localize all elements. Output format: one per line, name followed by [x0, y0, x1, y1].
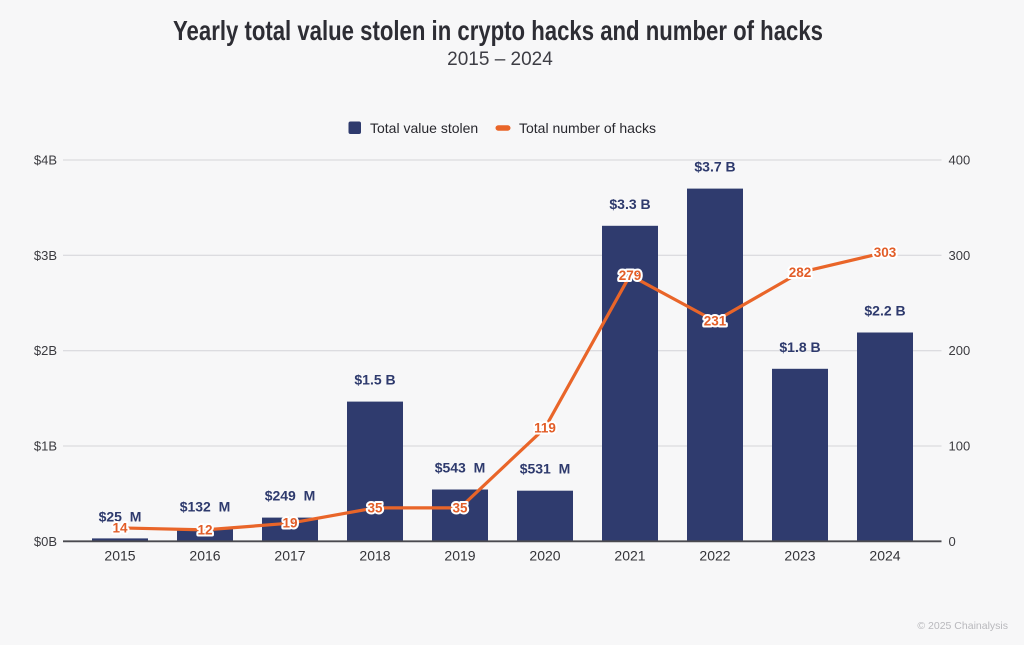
svg-text:$25 M: $25 M: [99, 508, 142, 524]
svg-text:$0B: $0B: [34, 534, 57, 549]
svg-text:119: 119: [534, 420, 556, 435]
svg-text:$3B: $3B: [34, 248, 57, 263]
svg-text:2022: 2022: [699, 548, 730, 564]
svg-text:19: 19: [282, 516, 297, 531]
svg-text:$132 M: $132 M: [180, 499, 231, 515]
svg-text:$3.7 B: $3.7 B: [694, 159, 735, 175]
svg-text:2024: 2024: [869, 548, 900, 564]
svg-text:$1.8 B: $1.8 B: [779, 339, 820, 355]
svg-text:$531 M: $531 M: [520, 461, 571, 477]
svg-text:0: 0: [949, 534, 956, 549]
svg-text:2015 – 2024: 2015 – 2024: [447, 49, 553, 70]
svg-text:400: 400: [949, 153, 971, 168]
svg-text:$3.3 B: $3.3 B: [609, 196, 650, 212]
svg-text:$249 M: $249 M: [265, 488, 316, 504]
svg-text:100: 100: [949, 439, 971, 454]
svg-text:200: 200: [949, 343, 971, 358]
svg-text:279: 279: [619, 268, 642, 283]
svg-text:2021: 2021: [614, 548, 645, 564]
svg-text:14: 14: [112, 520, 128, 535]
svg-text:© 2025 Chainalysis: © 2025 Chainalysis: [917, 620, 1008, 632]
svg-text:$1.5 B: $1.5 B: [354, 372, 395, 388]
svg-text:2020: 2020: [529, 548, 560, 564]
svg-text:2015: 2015: [104, 548, 135, 564]
svg-text:Yearly total value stolen in c: Yearly total value stolen in crypto hack…: [173, 15, 823, 46]
svg-text:2019: 2019: [444, 548, 475, 564]
svg-text:300: 300: [949, 248, 971, 263]
svg-text:35: 35: [452, 500, 468, 515]
svg-text:2016: 2016: [189, 548, 220, 564]
svg-text:$2.2 B: $2.2 B: [864, 303, 905, 319]
svg-text:$1B: $1B: [34, 439, 57, 454]
svg-text:$543 M: $543 M: [435, 460, 486, 476]
svg-text:2023: 2023: [784, 548, 815, 564]
svg-text:231: 231: [704, 314, 727, 329]
svg-text:303: 303: [874, 245, 897, 260]
svg-text:Total value stolen: Total value stolen: [370, 120, 478, 136]
svg-text:$4B: $4B: [34, 153, 57, 168]
svg-text:2017: 2017: [274, 548, 305, 564]
svg-text:35: 35: [367, 500, 383, 515]
svg-text:Total number of hacks: Total number of hacks: [519, 120, 656, 136]
svg-text:12: 12: [197, 522, 212, 537]
svg-text:2018: 2018: [359, 548, 390, 564]
svg-text:$2B: $2B: [34, 343, 57, 358]
svg-text:282: 282: [789, 265, 812, 280]
